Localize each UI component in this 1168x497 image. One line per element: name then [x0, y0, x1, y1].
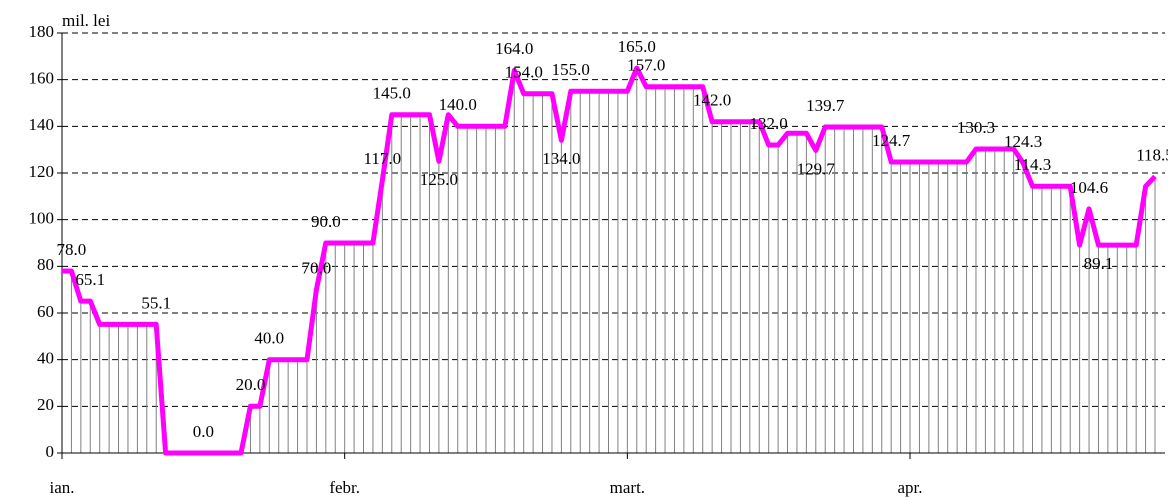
y-tick-label: 140 — [29, 115, 55, 134]
data-label: 132.0 — [750, 114, 788, 133]
y-tick-label: 80 — [37, 255, 54, 274]
y-tick-label: 120 — [29, 162, 55, 181]
data-label: 117.0 — [364, 149, 402, 168]
data-label: 118.5 — [1136, 145, 1168, 164]
y-tick-label: 160 — [29, 69, 55, 88]
x-tick-label: apr. — [898, 478, 923, 497]
data-label: 125.0 — [420, 170, 458, 189]
data-label: 139.7 — [806, 96, 845, 115]
y-tick-label: 180 — [29, 22, 55, 41]
data-label: 40.0 — [254, 329, 284, 348]
data-label: 154.0 — [505, 63, 543, 82]
data-label: 0.0 — [193, 422, 214, 441]
data-label: 129.7 — [797, 159, 836, 178]
data-label: 140.0 — [439, 95, 477, 114]
data-label: 90.0 — [311, 212, 341, 231]
x-tick-label: ian. — [49, 478, 74, 497]
x-tick-label: mart. — [610, 478, 645, 497]
data-label: 124.7 — [872, 131, 911, 150]
data-label: 104.6 — [1070, 178, 1108, 197]
data-label: 89.1 — [1084, 254, 1114, 273]
y-tick-label: 20 — [37, 395, 54, 414]
data-label: 55.1 — [141, 293, 171, 312]
x-tick-label: febr. — [329, 478, 360, 497]
data-label: 134.0 — [542, 149, 580, 168]
data-label: 142.0 — [693, 91, 731, 110]
data-label: 20.0 — [236, 375, 266, 394]
data-label: 130.3 — [957, 118, 995, 137]
data-label: 114.3 — [1014, 155, 1052, 174]
data-label: 164.0 — [495, 39, 533, 58]
data-label: 157.0 — [627, 56, 665, 75]
data-label: 70.0 — [302, 259, 332, 278]
data-label: 78.0 — [57, 240, 87, 259]
y-tick-label: 0 — [46, 442, 55, 461]
data-label: 155.0 — [552, 60, 590, 79]
data-label: 124.3 — [1004, 132, 1042, 151]
data-label: 145.0 — [373, 84, 411, 103]
y-tick-label: 40 — [37, 349, 54, 368]
y-tick-label: 60 — [37, 302, 54, 321]
data-label: 65.1 — [75, 270, 105, 289]
data-line — [62, 65, 1157, 456]
y-axis-label: mil. lei — [62, 11, 110, 30]
y-tick-label: 100 — [29, 209, 55, 228]
data-label: 165.0 — [618, 37, 656, 56]
